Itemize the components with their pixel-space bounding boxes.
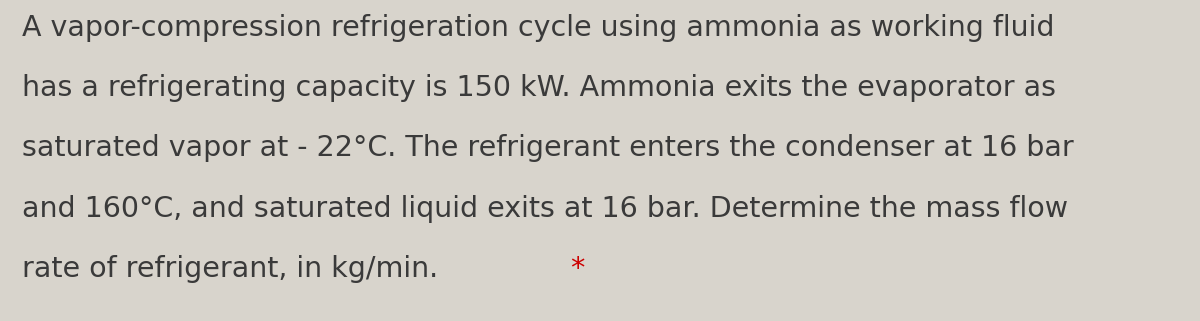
- Text: saturated vapor at - 22°C. The refrigerant enters the condenser at 16 bar: saturated vapor at - 22°C. The refrigera…: [22, 134, 1073, 162]
- Text: A vapor-compression refrigeration cycle using ammonia as working fluid: A vapor-compression refrigeration cycle …: [22, 14, 1054, 42]
- Text: rate of refrigerant, in kg/min.: rate of refrigerant, in kg/min.: [22, 255, 446, 282]
- Text: and 160°C, and saturated liquid exits at 16 bar. Determine the mass flow: and 160°C, and saturated liquid exits at…: [22, 195, 1068, 222]
- Text: *: *: [570, 255, 584, 282]
- Text: has a refrigerating capacity is 150 kW. Ammonia exits the evaporator as: has a refrigerating capacity is 150 kW. …: [22, 74, 1056, 102]
